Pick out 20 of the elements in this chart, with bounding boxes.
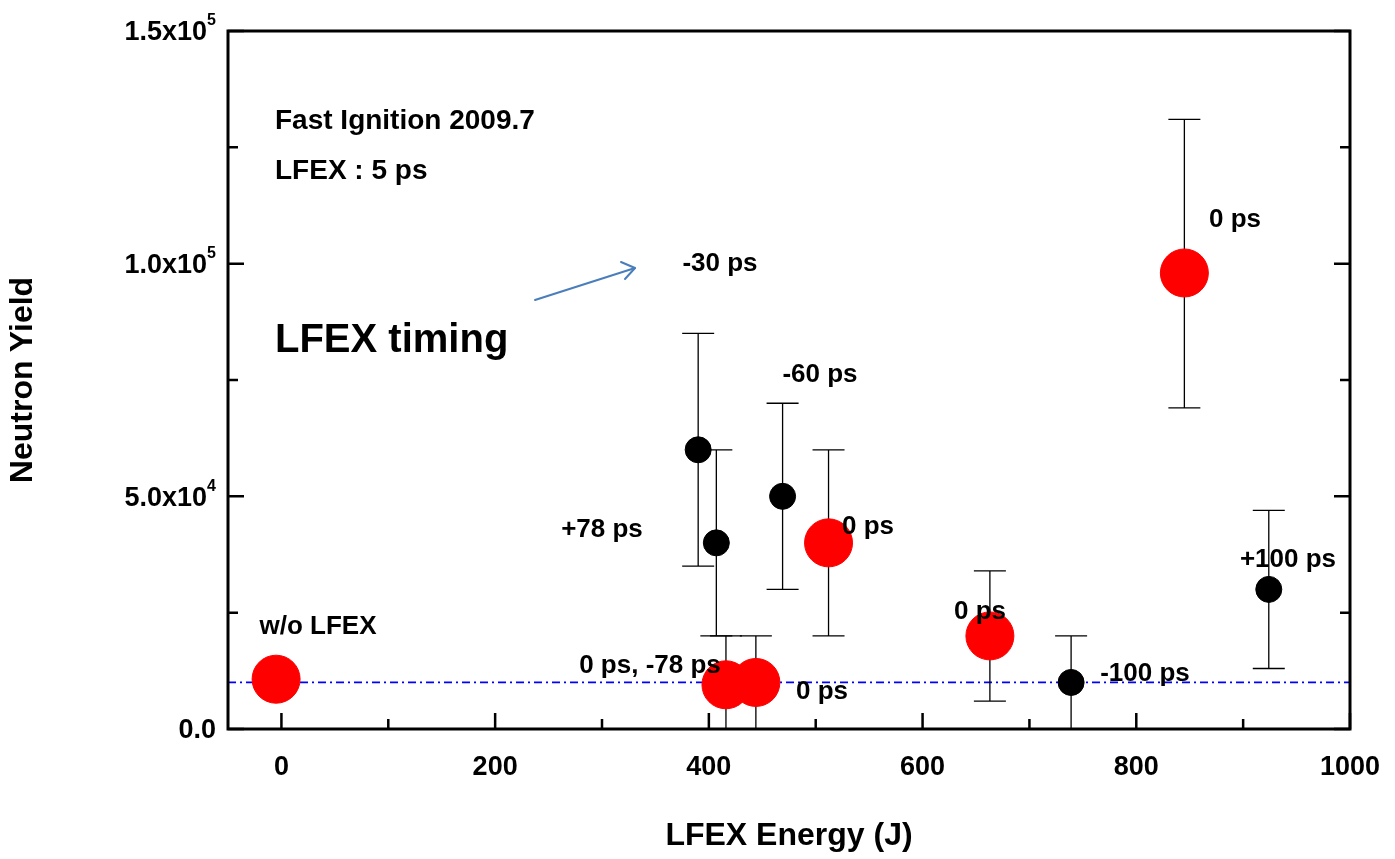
annotation: 0 ps, -78 ps bbox=[579, 649, 721, 679]
x-tick-label: 600 bbox=[900, 750, 946, 781]
annotation: 0 ps bbox=[1208, 203, 1262, 233]
annotation: 0 ps bbox=[795, 675, 849, 705]
annotation: Fast Ignition 2009.7 bbox=[275, 104, 535, 135]
annotation: w/o LFEX bbox=[259, 610, 377, 640]
annotation: LFEX : 5 ps bbox=[275, 154, 428, 185]
x-tick-label: 400 bbox=[686, 750, 732, 781]
annotation: -100 ps bbox=[1100, 657, 1190, 687]
y-tick-label: 0.0 bbox=[178, 714, 217, 745]
x-tick-label: 800 bbox=[1113, 750, 1159, 781]
x-tick-label: 200 bbox=[472, 750, 518, 781]
annotation: -30 ps bbox=[682, 247, 758, 277]
x-tick-label: 1000 bbox=[1319, 750, 1381, 781]
annotation: -60 ps bbox=[782, 358, 858, 388]
x-tick-label: 0 bbox=[273, 750, 289, 781]
y-axis-title: Neutron Yield bbox=[3, 276, 40, 484]
x-axis-title: LFEX Energy (J) bbox=[665, 815, 913, 852]
annotation: +78 ps bbox=[561, 513, 643, 543]
annotation: LFEX timing bbox=[275, 316, 509, 360]
